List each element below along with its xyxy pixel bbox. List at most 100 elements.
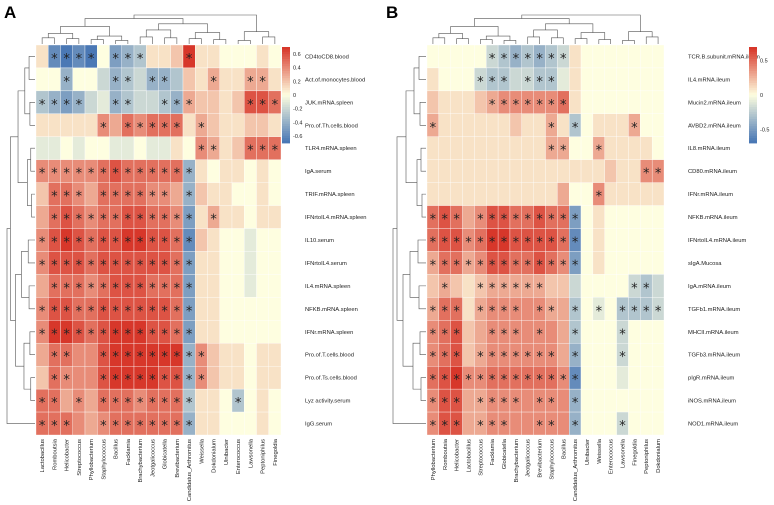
significance-star: * (51, 190, 58, 205)
legend-gradient-step (282, 104, 290, 108)
column-label: Dokdonialum (212, 439, 218, 473)
significance-star: * (88, 327, 95, 342)
significance-star: * (39, 167, 46, 182)
significance-star: * (112, 258, 119, 273)
heatmap-cell (462, 388, 475, 413)
heatmap-cell (640, 388, 653, 413)
heatmap-cell (35, 44, 49, 69)
heatmap-cell (438, 136, 451, 160)
column-label: Facklamia (126, 438, 132, 465)
significance-star: * (501, 281, 508, 296)
heatmap-cell (569, 159, 582, 183)
significance-star: * (186, 350, 193, 365)
heatmap-cell (557, 297, 570, 321)
column-dendrogram-branch (237, 40, 251, 44)
legend-gradient-step (282, 133, 290, 137)
column-dendrogram-branch (164, 37, 178, 44)
significance-star: * (125, 167, 132, 182)
heatmap-cell (462, 411, 475, 436)
significance-star: * (100, 373, 107, 388)
legend-gradient-step (749, 133, 757, 137)
significance-star: * (524, 213, 531, 228)
panel-label-b: B (386, 3, 398, 22)
column-label: Globicatella (163, 438, 169, 469)
significance-star: * (477, 373, 484, 388)
heatmap-cell (640, 90, 653, 114)
row-label: NFKB.mRNA.spleen (305, 307, 358, 313)
column-label: Enterococcus (236, 439, 242, 474)
heatmap-cell (640, 228, 653, 252)
significance-star: * (161, 281, 168, 296)
significance-star: * (137, 396, 144, 411)
heatmap-cell (426, 90, 440, 114)
legend-tick: 0.4 (293, 66, 301, 72)
significance-star: * (51, 98, 58, 113)
heatmap-cell (604, 251, 617, 275)
legend-gradient-step (749, 68, 757, 72)
row-dendrogram-branch (29, 331, 35, 356)
heatmap-cell (557, 343, 570, 367)
significance-star: * (489, 213, 496, 228)
legend-gradient-step (749, 95, 757, 98)
significance-star: * (560, 373, 567, 388)
heatmap-cell (474, 90, 487, 114)
heatmap-cell (231, 67, 245, 92)
significance-star: * (100, 304, 107, 319)
row-label: IFNrtoIL4.mRNA.spleen (305, 215, 367, 221)
legend-tick: 0.6 (293, 52, 301, 58)
significance-star: * (39, 419, 46, 434)
legend-gradient-step (749, 109, 757, 113)
column-label: Lawsonella (248, 438, 254, 468)
heatmap-cell (557, 67, 570, 92)
heatmap-cell (651, 136, 665, 160)
heatmap-cell (195, 411, 208, 436)
heatmap-cell (207, 320, 220, 344)
significance-star: * (174, 258, 181, 273)
heatmap-cell (72, 113, 86, 137)
heatmap-cell (268, 366, 282, 390)
column-dendrogram-branch (60, 26, 110, 37)
heatmap-cell (207, 366, 220, 390)
column-dendrogram-branch (545, 23, 594, 33)
significance-star: * (112, 373, 119, 388)
significance-star: * (430, 419, 437, 434)
heatmap-cell (651, 388, 665, 413)
heatmap-cell (84, 366, 98, 390)
significance-star: * (198, 121, 205, 136)
heatmap-cell (604, 297, 617, 321)
significance-star: * (149, 419, 156, 434)
heatmap-cell (616, 159, 629, 183)
significance-star: * (524, 52, 531, 67)
significance-star: * (572, 396, 579, 411)
significance-star: * (442, 236, 449, 251)
legend-gradient-step (749, 87, 757, 91)
heatmap-cell (35, 67, 49, 92)
significance-star: * (149, 236, 156, 251)
significance-star: * (430, 327, 437, 342)
heatmap-cell (231, 182, 245, 206)
heatmap-cell (521, 320, 534, 344)
significance-star: * (51, 213, 58, 228)
heatmap-cell (592, 274, 605, 298)
column-dendrogram-branch (456, 38, 469, 44)
column-dendrogram-branch (622, 40, 635, 44)
heatmap-cell (651, 366, 665, 390)
heatmap-cell (580, 388, 594, 413)
row-label: TLR4.mRNA.spleen (305, 146, 357, 152)
significance-star: * (186, 396, 193, 411)
heatmap-cell (651, 274, 665, 298)
row-dendrogram-branch (28, 56, 35, 80)
heatmap-cell (462, 182, 475, 206)
legend-gradient-step (282, 56, 290, 60)
significance-star: * (548, 52, 555, 67)
significance-star: * (442, 304, 449, 319)
heatmap-cell (651, 90, 665, 114)
heatmap-cell (557, 113, 570, 137)
row-dendrogram-branch (396, 136, 406, 321)
heatmap-cell (450, 182, 463, 206)
significance-star: * (125, 258, 132, 273)
heatmap-cell (231, 297, 245, 321)
column-dendrogram-branch (450, 26, 499, 37)
significance-star: * (536, 258, 543, 273)
significance-star: * (442, 258, 449, 273)
